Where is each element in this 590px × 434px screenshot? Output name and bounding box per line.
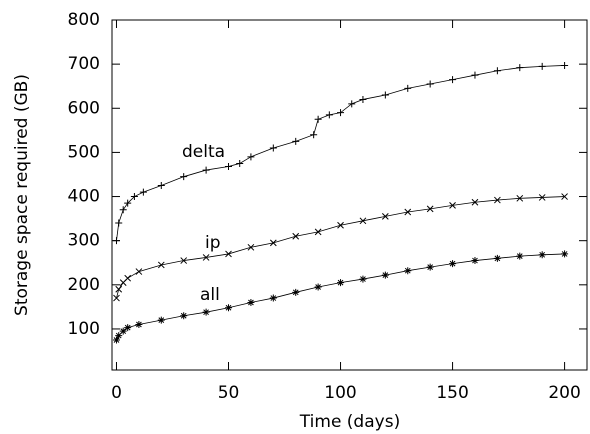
data-point [115, 285, 123, 293]
data-point [516, 252, 524, 260]
data-point [225, 163, 233, 171]
data-point [471, 257, 479, 265]
data-point [381, 271, 389, 279]
data-point [381, 213, 389, 220]
data-point [115, 219, 123, 227]
data-point [538, 194, 546, 201]
y-axis-label: Storage space required (GB) [12, 74, 32, 316]
data-point [225, 304, 233, 312]
data-point [115, 332, 123, 340]
data-point [449, 76, 457, 84]
data-point [124, 274, 132, 282]
x-axis-label: Time (days) [299, 412, 400, 432]
data-point [471, 198, 479, 206]
data-point [337, 221, 344, 229]
data-point [337, 279, 345, 287]
x-tick-label: 200 [548, 383, 580, 403]
data-point [538, 251, 546, 259]
y-tick-label: 500 [68, 142, 100, 162]
data-point [202, 308, 210, 316]
data-point [404, 267, 412, 275]
series-label: all [200, 285, 220, 305]
data-point [180, 312, 188, 320]
data-point [247, 243, 255, 251]
x-tick-label: 0 [111, 383, 122, 403]
y-tick-label: 700 [68, 54, 100, 74]
data-point [538, 62, 546, 70]
data-point [471, 71, 479, 79]
data-point [157, 261, 165, 269]
data-point [449, 202, 456, 209]
data-point [202, 254, 210, 261]
series-line [116, 196, 565, 299]
data-point [180, 173, 188, 181]
x-tick-label: 100 [324, 383, 356, 403]
x-tick-label: 150 [436, 383, 468, 403]
data-point [269, 144, 277, 152]
data-point [426, 80, 434, 88]
data-point [135, 268, 143, 275]
series-label: ip [205, 233, 221, 253]
data-point [359, 217, 367, 225]
data-point [180, 257, 188, 264]
data-point [404, 208, 412, 216]
y-tick-label: 800 [68, 10, 100, 30]
data-point [292, 288, 300, 296]
data-point [139, 188, 147, 196]
data-point [493, 254, 501, 262]
data-point [292, 137, 300, 145]
data-point [269, 294, 277, 302]
data-point [516, 64, 524, 72]
data-point [494, 196, 501, 204]
y-tick-label: 600 [68, 98, 100, 118]
data-point [337, 109, 345, 117]
data-point [113, 294, 120, 302]
data-point [236, 159, 244, 167]
data-point [247, 298, 255, 306]
data-point [119, 206, 127, 214]
data-point [404, 84, 412, 92]
data-point [314, 115, 322, 123]
data-point [119, 327, 127, 335]
data-point [157, 182, 165, 190]
data-point [112, 336, 120, 344]
data-point [157, 316, 165, 324]
data-point [561, 193, 568, 200]
data-point [135, 321, 143, 329]
data-point [516, 194, 524, 202]
data-point [325, 111, 333, 119]
data-point [314, 283, 322, 291]
data-point [269, 239, 277, 247]
data-point [124, 324, 132, 332]
data-point [202, 166, 210, 174]
data-point [561, 250, 569, 258]
data-point [426, 263, 434, 271]
data-point [314, 228, 322, 236]
data-point [130, 193, 138, 201]
data-point [292, 232, 300, 240]
data-point [225, 250, 232, 258]
data-point [449, 260, 457, 268]
x-tick-label: 50 [218, 383, 240, 403]
y-tick-label: 300 [68, 231, 100, 251]
data-point [310, 131, 318, 139]
data-point [561, 61, 569, 69]
data-point [124, 199, 132, 207]
series-line [116, 253, 565, 341]
data-point [112, 237, 120, 245]
data-point [348, 100, 356, 108]
data-point [359, 95, 367, 103]
plot-frame [111, 19, 588, 371]
data-point [359, 275, 367, 283]
data-point [381, 91, 389, 99]
data-point [426, 205, 434, 213]
y-tick-label: 400 [68, 187, 100, 207]
data-point [493, 67, 501, 75]
y-tick-label: 100 [68, 319, 100, 339]
series-label: delta [182, 142, 225, 162]
y-tick-label: 200 [68, 275, 100, 295]
data-point [247, 153, 255, 161]
